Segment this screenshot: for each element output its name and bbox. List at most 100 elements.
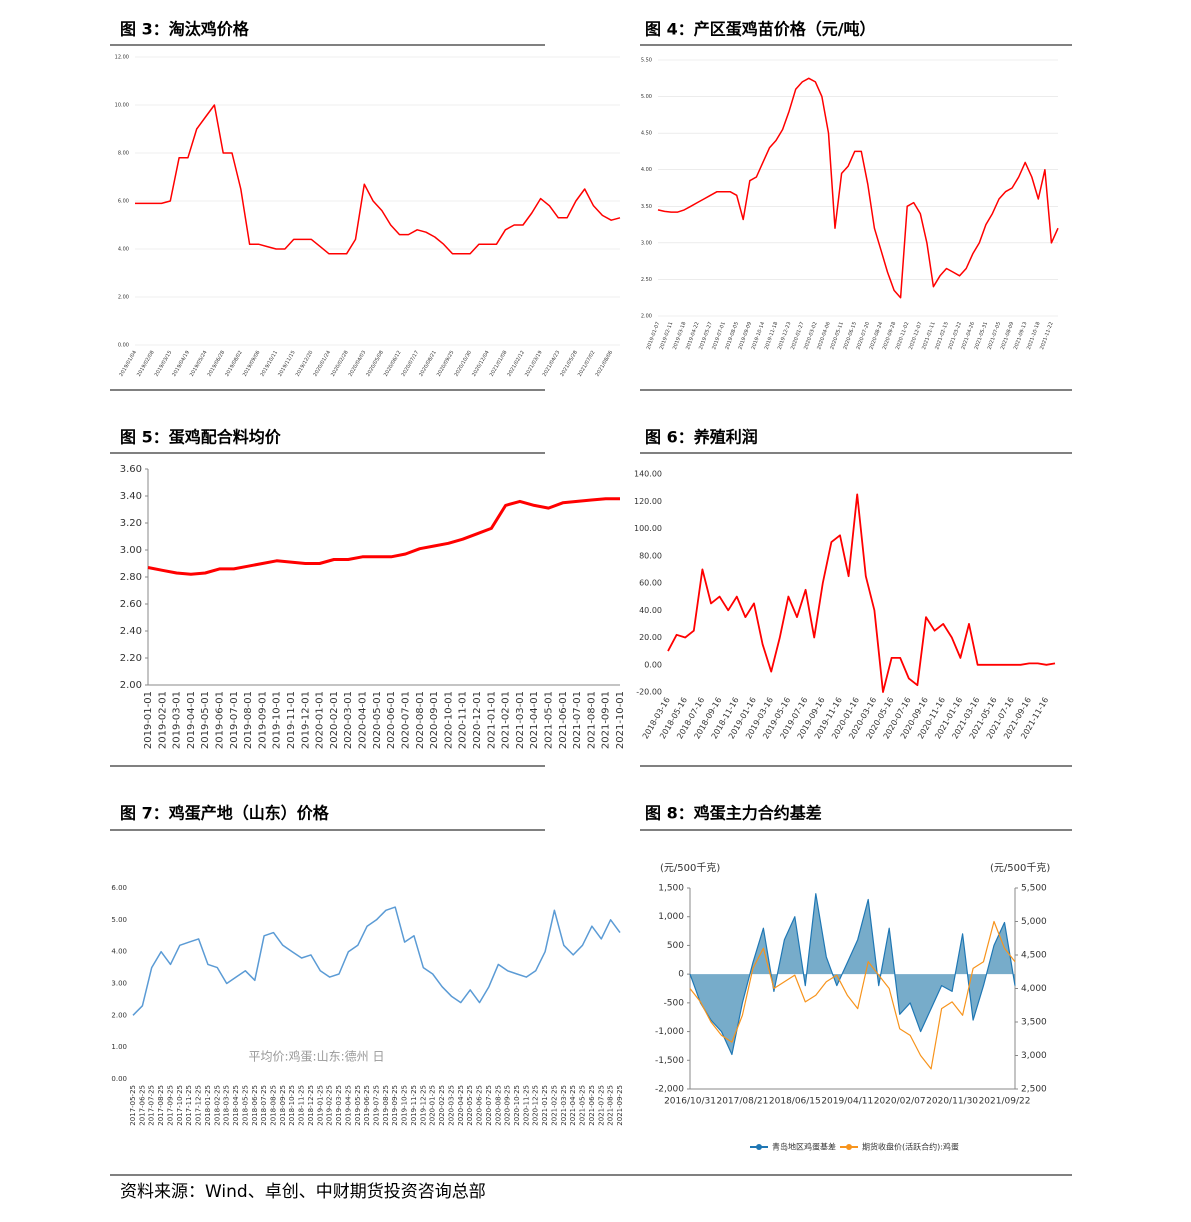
x-tick-label: 2019-04-25 (344, 1085, 352, 1126)
x-tick-label: 2019-05-25 (354, 1085, 362, 1126)
x-tick-label: 2020/12/04 (471, 350, 491, 378)
x-tick-label: 2017-10-25 (176, 1085, 184, 1126)
x-tick-label: 2020-06-01 (386, 691, 397, 749)
y-tick-label: 20.00 (639, 633, 662, 642)
x-tick-label: 2019-12-01 (300, 691, 311, 749)
chart-title: 图 6：养殖利润 (645, 428, 758, 447)
source-note: 资料来源：Wind、卓创、中财期货投资咨询总部 (120, 1182, 486, 1202)
legend-dot (846, 1144, 852, 1150)
line (667, 493, 1056, 693)
x-tick-label: 2020/07/17 (401, 350, 421, 378)
y-tick-label: 6.00 (118, 199, 129, 205)
y2-tick-label: 4,500 (1021, 951, 1047, 961)
x-tick-label: 2021-06-01 (558, 691, 569, 749)
x-tick-label: 2020-07-01 (400, 691, 411, 749)
x-tick-label: 2018-07-25 (260, 1085, 268, 1126)
x-tick-label: 2020-11-25 (522, 1085, 530, 1126)
x-tick-label: 2020-10-01 (443, 691, 454, 749)
x-tick-label: 2021-07-25 (597, 1085, 605, 1126)
y2-tick-label: 5,000 (1021, 917, 1047, 927)
x-tick-label: 2018-04-25 (232, 1085, 240, 1126)
y-tick-label: 2.50 (641, 277, 652, 283)
y2-tick-label: 4,000 (1021, 984, 1047, 994)
x-tick-label: 2021-08-01 (586, 691, 597, 749)
y-tick-label: -500 (664, 998, 685, 1008)
x-tick-label: 2019/04/11 (821, 1097, 873, 1107)
x-tick-label: 2019/06/28 (207, 350, 227, 378)
x-tick-label: 2019-05-01 (200, 691, 211, 749)
x-tick-label: 2020/04/03 (348, 350, 368, 378)
x-tick-label: 2019-07-25 (373, 1085, 381, 1126)
y-tick-label: 5.00 (641, 94, 652, 100)
x-tick-label: 2019/12/20 (295, 350, 315, 378)
y-tick-label: 3.50 (641, 204, 652, 210)
x-tick-label: 2021-05-01 (543, 691, 554, 749)
x-tick-label: 2021-09-25 (616, 1085, 624, 1126)
y-tick-label: 3.60 (120, 464, 142, 475)
x-tick-label: 2020-01-01 (315, 691, 326, 749)
x-tick-label: 2020-01-25 (429, 1085, 437, 1126)
y-tick-label: 2.00 (118, 295, 129, 301)
y-tick-label: 1,500 (658, 884, 684, 894)
y-tick-label: 2.00 (641, 314, 652, 320)
x-tick-label: 2018-06-25 (251, 1085, 259, 1126)
y-tick-label: -2,000 (655, 1085, 684, 1095)
x-tick-label: 2017-11-25 (185, 1085, 193, 1126)
x-tick-label: 2019-01-01 (143, 691, 154, 749)
area (690, 893, 1015, 1055)
x-tick-label: 2020/09/25 (436, 350, 456, 378)
x-tick-label: 2019-06-01 (215, 691, 226, 749)
x-tick-label: 2020-06-25 (476, 1085, 484, 1126)
y-tick-label: 2.80 (120, 572, 142, 583)
y-tick-label: 5.50 (641, 58, 652, 64)
y-tick-label: 1.00 (111, 1043, 127, 1051)
line (657, 77, 1059, 299)
y-tick-label: 3.40 (120, 491, 142, 502)
x-tick-label: 2020-12-25 (532, 1085, 540, 1126)
frame-lines (110, 44, 1072, 1176)
x-tick-label: 2017-06-25 (138, 1085, 146, 1126)
x-tick-label: 2021/04/23 (542, 350, 562, 378)
x-tick-label: 2019-01-25 (316, 1085, 324, 1126)
x-tick-label: 2021-04-25 (569, 1085, 577, 1126)
x-tick-label: 2017-12-25 (195, 1085, 203, 1126)
x-tick-label: 2020-12-01 (472, 691, 483, 749)
x-tick-label: 2019/09/06 (242, 350, 262, 378)
x-tick-label: 2021-06-25 (588, 1085, 596, 1126)
chart-title: 图 3：淘汰鸡价格 (120, 20, 250, 39)
y-tick-label: 140.00 (634, 470, 662, 479)
x-tick-label: 2019-07-01 (229, 691, 240, 749)
x-tick-label: 2021-11-22 (1039, 321, 1055, 350)
y-tick-label: 3.20 (120, 518, 142, 529)
x-tick-label: 2021-01-25 (541, 1085, 549, 1126)
x-tick-label: 2020/02/07 (874, 1097, 926, 1107)
y2-tick-label: 5,500 (1021, 884, 1047, 894)
y-axis-label: (元/500千克) (660, 862, 720, 874)
x-tick-label: 2019-02-01 (157, 691, 168, 749)
x-tick-label: 2021/09/22 (979, 1097, 1031, 1107)
x-tick-label: 2018/06/15 (769, 1097, 821, 1107)
y-tick-label: 3.00 (641, 240, 652, 246)
line (135, 104, 621, 255)
x-tick-label: 2019-09-01 (257, 691, 268, 749)
x-tick-label: 2020-03-25 (447, 1085, 455, 1126)
x-tick-label: 2020-04-01 (358, 691, 369, 749)
x-tick-label: 2021-04-01 (529, 691, 540, 749)
y-tick-label: 4.00 (641, 167, 652, 173)
y2-tick-label: 2,500 (1021, 1085, 1047, 1095)
x-tick-label: 2018-03-25 (223, 1085, 231, 1126)
x-tick-label: 2017-05-25 (129, 1085, 137, 1126)
x-tick-label: 2020-11-01 (458, 691, 469, 749)
legend-label: 期货收盘价(活跃合约):鸡蛋 (862, 1142, 959, 1152)
x-tick-label: 2019-02-25 (326, 1085, 334, 1126)
x-tick-label: 2019-03-01 (172, 691, 183, 749)
y-tick-label: -20.00 (636, 688, 662, 697)
x-tick-label: 2018-12-25 (307, 1085, 315, 1126)
y-tick-label: 0.00 (644, 660, 662, 669)
annotation: 平均价:鸡蛋:山东:德州 日 (249, 1049, 385, 1064)
y-tick-label: 2.00 (120, 680, 142, 691)
x-tick-label: 2020/10/30 (454, 350, 474, 378)
y-tick-label: 2.20 (120, 653, 142, 664)
x-tick-label: 2020-07-25 (485, 1085, 493, 1126)
x-tick-label: 2019/11/15 (277, 350, 297, 378)
